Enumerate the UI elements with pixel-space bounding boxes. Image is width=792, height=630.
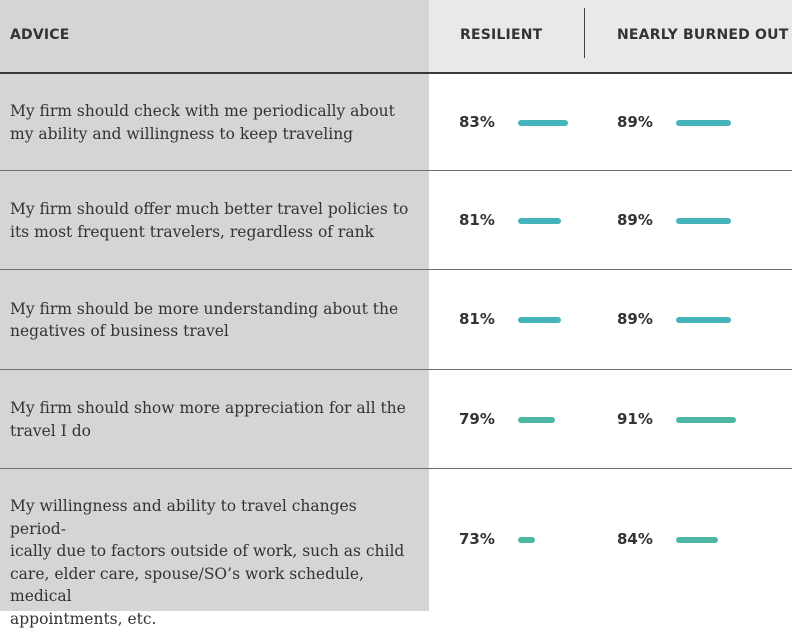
burned-out-bar <box>676 119 731 126</box>
table-row: My firm should check with me periodicall… <box>0 74 792 171</box>
resilient-value: 79% <box>459 409 495 428</box>
burned-out-bar <box>676 217 731 224</box>
resilient-value: 81% <box>459 210 495 229</box>
burned-out-value: 84% <box>617 530 653 548</box>
header-rule <box>0 72 792 74</box>
advice-text: My firm should be more understanding abo… <box>10 299 399 341</box>
burned-out-value: 89% <box>617 112 653 131</box>
row-divider <box>0 369 792 370</box>
burned-out-bar <box>676 537 718 543</box>
advice-text: My willingness and ability to travel cha… <box>10 497 405 628</box>
row-divider <box>0 170 792 171</box>
advice-column-background <box>0 0 429 611</box>
table-row: My firm should show more appreciation fo… <box>0 370 792 469</box>
table-row: My firm should be more understanding abo… <box>0 270 792 370</box>
header-nearly-burned-out: NEARLY BURNED OUT <box>617 27 789 43</box>
resilient-bar <box>518 416 555 423</box>
resilient-bar <box>518 217 562 224</box>
resilient-value: 73% <box>459 530 495 548</box>
table-row: My firm should offer much better travel … <box>0 171 792 270</box>
header-divider <box>584 8 585 58</box>
resilient-bar <box>518 119 568 126</box>
resilient-bar <box>518 317 562 323</box>
burned-out-bar <box>676 416 736 423</box>
resilient-value: 83% <box>459 112 495 131</box>
header-resilient: RESILIENT <box>460 27 543 43</box>
header-advice: ADVICE <box>10 27 70 43</box>
burned-out-value: 89% <box>617 210 653 229</box>
advice-text: My firm should show more appreciation fo… <box>10 399 406 440</box>
burned-out-bar <box>676 317 731 323</box>
advice-text: My firm should offer much better travel … <box>10 200 409 241</box>
burned-out-value: 91% <box>617 409 653 428</box>
resilient-bar <box>518 537 535 543</box>
table-row: My willingness and ability to travel cha… <box>0 469 792 628</box>
row-divider <box>0 269 792 270</box>
advice-text: My firm should check with me periodicall… <box>10 102 395 143</box>
resilient-value: 81% <box>459 310 495 328</box>
row-divider <box>0 468 792 469</box>
burned-out-value: 89% <box>617 310 653 328</box>
header-background <box>429 0 792 72</box>
